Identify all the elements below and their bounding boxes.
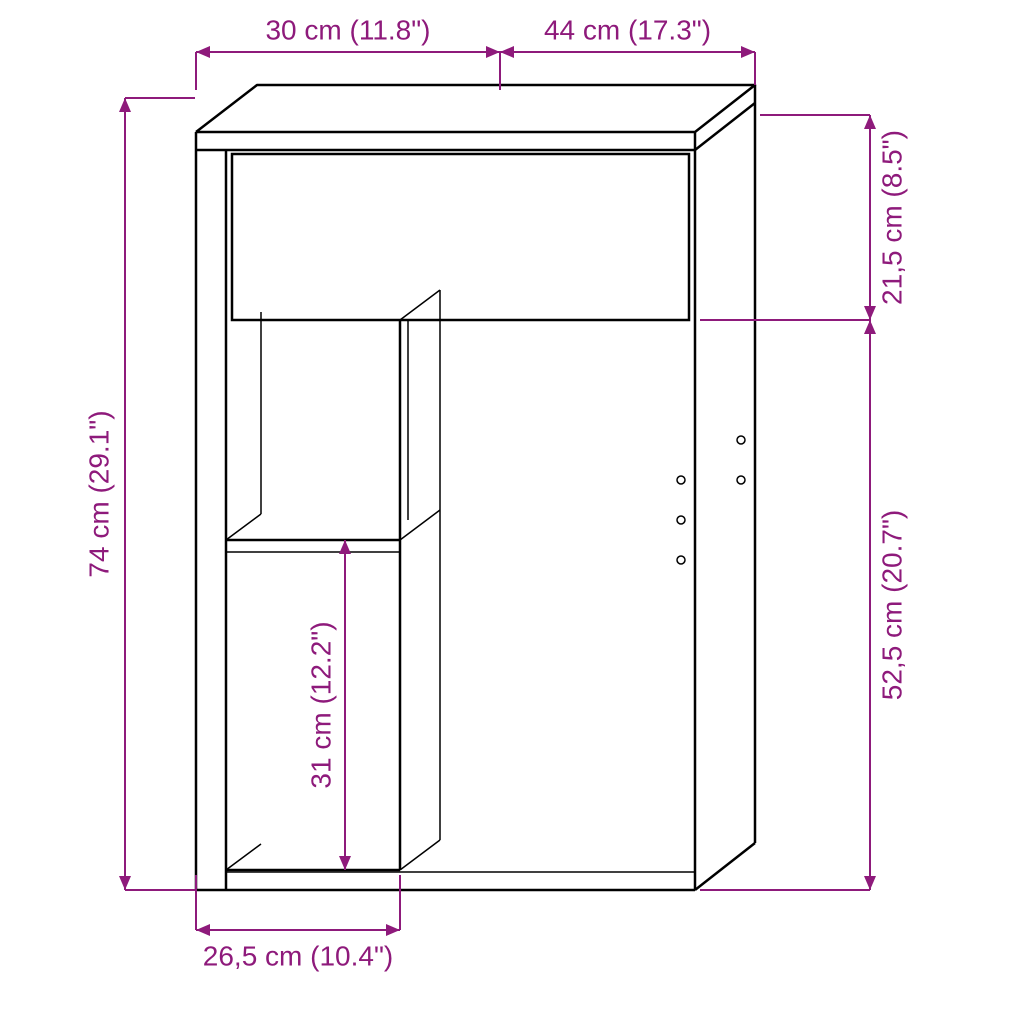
svg-text:30 cm (11.8"): 30 cm (11.8") <box>265 14 430 45</box>
svg-text:21,5 cm (8.5"): 21,5 cm (8.5") <box>876 130 907 305</box>
svg-text:26,5 cm (10.4"): 26,5 cm (10.4") <box>203 940 393 971</box>
svg-text:74 cm (29.1"): 74 cm (29.1") <box>83 410 114 577</box>
drawer-front <box>232 154 689 320</box>
svg-text:52,5 cm (20.7"): 52,5 cm (20.7") <box>876 510 907 700</box>
svg-text:31 cm (12.2"): 31 cm (12.2") <box>305 621 336 788</box>
svg-text:44 cm (17.3"): 44 cm (17.3") <box>544 14 711 45</box>
